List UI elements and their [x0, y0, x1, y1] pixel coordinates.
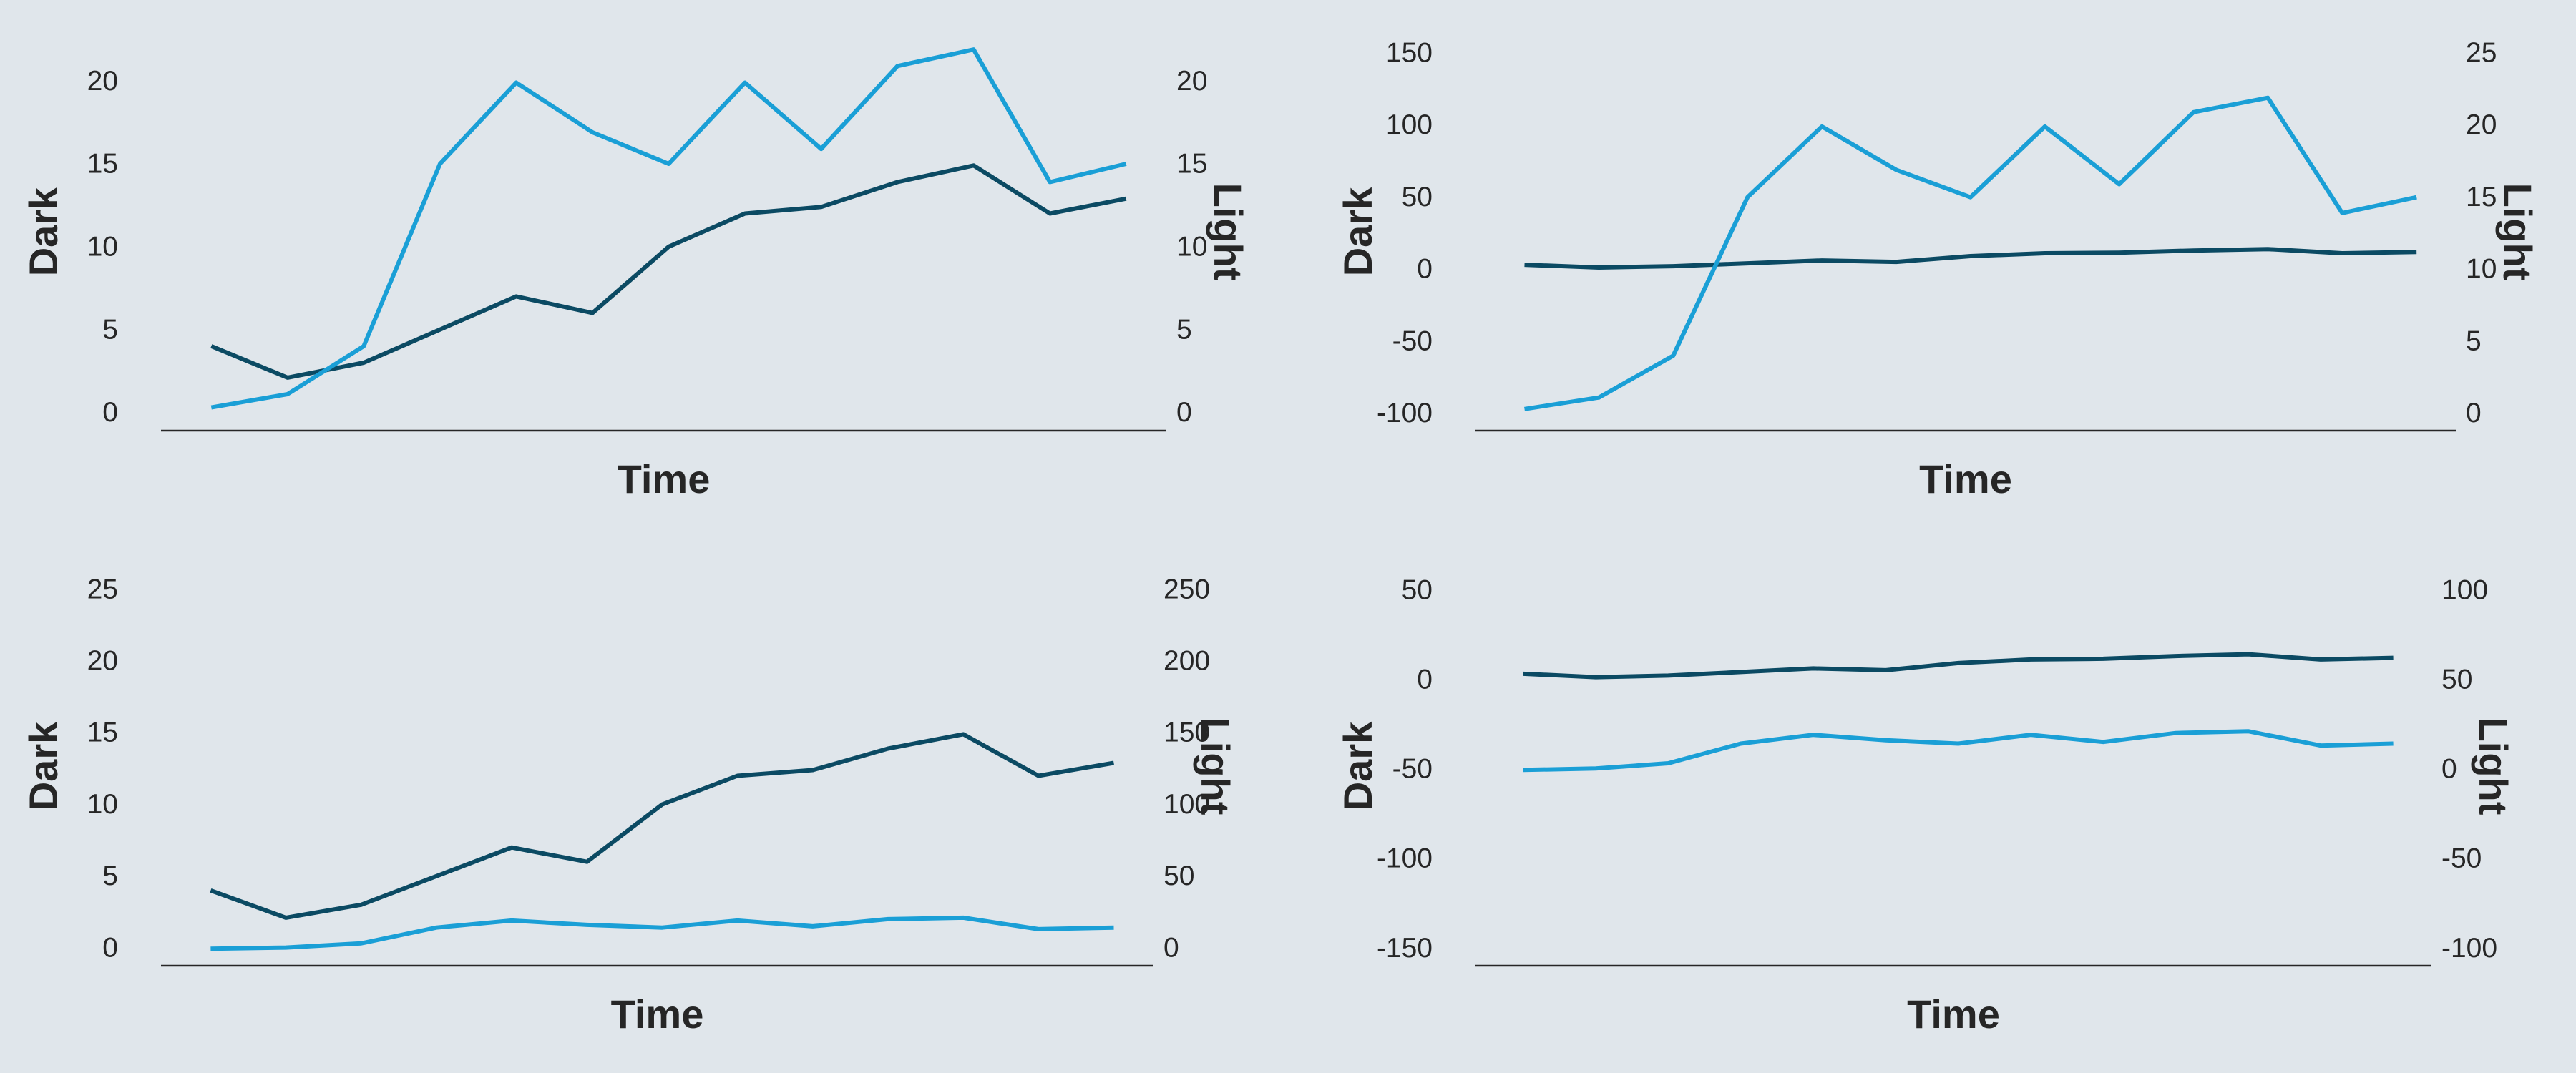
y-tick-label: 5 — [102, 314, 118, 345]
y2-tick-label: 100 — [1163, 789, 1210, 820]
y-tick-label: 15 — [87, 717, 118, 748]
y2-tick-label: 0 — [2441, 754, 2457, 785]
y-tick-label: 150 — [1386, 38, 1433, 69]
y2-axis-label: Light — [2495, 183, 2540, 281]
y-tick-label: 25 — [87, 574, 118, 604]
y-axis-label: Dark — [1335, 187, 1380, 276]
y2-tick-label: 250 — [1163, 574, 1210, 604]
series-line — [210, 47, 1127, 410]
y2-tick-label: 10 — [1176, 231, 1207, 262]
y-axis-label: Dark — [21, 721, 66, 810]
y2-tick-label: 20 — [2466, 109, 2497, 140]
y-tick-label: -50 — [1392, 754, 1433, 785]
series-line — [210, 732, 1115, 920]
y2-axis-label: Light — [2471, 717, 2516, 815]
y-tick-label: 50 — [1402, 574, 1433, 605]
x-axis-label: Time — [1907, 991, 2000, 1037]
y2-tick-label: 15 — [2466, 182, 2497, 212]
series-line — [210, 163, 1127, 380]
y-axis-label: Dark — [1335, 721, 1380, 810]
y2-axis-label: Light — [1206, 183, 1251, 281]
series-line — [1524, 95, 2417, 411]
y-tick-label: 10 — [87, 789, 118, 820]
x-axis-label: Time — [611, 991, 704, 1037]
series-line — [1523, 729, 2394, 773]
y2-axis-label: Light — [1193, 717, 1238, 815]
y-tick-label: 100 — [1386, 109, 1433, 140]
y-tick-label: 0 — [1417, 664, 1433, 695]
y2-tick-label: 10 — [2466, 254, 2497, 285]
x-axis-label: Time — [618, 456, 711, 501]
y2-tick-label: 50 — [1163, 861, 1194, 891]
y2-tick-label: -50 — [2441, 843, 2482, 874]
y-tick-label: 50 — [1402, 182, 1433, 212]
series-line — [1524, 247, 2417, 270]
y-tick-label: 20 — [87, 66, 118, 97]
y-tick-label: 10 — [87, 231, 118, 262]
series-line — [1523, 652, 2394, 680]
y-tick-label: -100 — [1377, 398, 1433, 428]
y2-tick-label: 0 — [1163, 932, 1179, 963]
y2-tick-label: 0 — [1176, 397, 1192, 428]
y-tick-label: -150 — [1377, 933, 1433, 964]
y2-tick-label: 5 — [1176, 314, 1192, 345]
y-tick-label: 0 — [102, 932, 118, 963]
y-axis-label: Dark — [21, 187, 66, 276]
y2-tick-label: -100 — [2441, 933, 2497, 964]
y-tick-label: 15 — [87, 149, 118, 180]
y-tick-label: 5 — [102, 861, 118, 891]
y-tick-label: 0 — [102, 397, 118, 428]
y-tick-label: -100 — [1377, 843, 1433, 874]
y-tick-label: 0 — [1417, 254, 1433, 285]
y2-tick-label: 5 — [2466, 325, 2482, 356]
y2-tick-label: 100 — [2441, 574, 2488, 605]
y2-tick-label: 25 — [2466, 38, 2497, 69]
series-line — [210, 915, 1114, 951]
y2-tick-label: 20 — [1176, 66, 1207, 97]
y2-tick-label: 150 — [1163, 717, 1210, 748]
y2-tick-label: 0 — [2466, 398, 2482, 428]
y-tick-label: 20 — [87, 646, 118, 677]
y-tick-label: -50 — [1392, 325, 1433, 356]
y2-tick-label: 50 — [2441, 664, 2472, 695]
x-axis-label: Time — [1919, 456, 2012, 501]
y2-tick-label: 200 — [1163, 646, 1210, 677]
y2-tick-label: 15 — [1176, 149, 1207, 180]
